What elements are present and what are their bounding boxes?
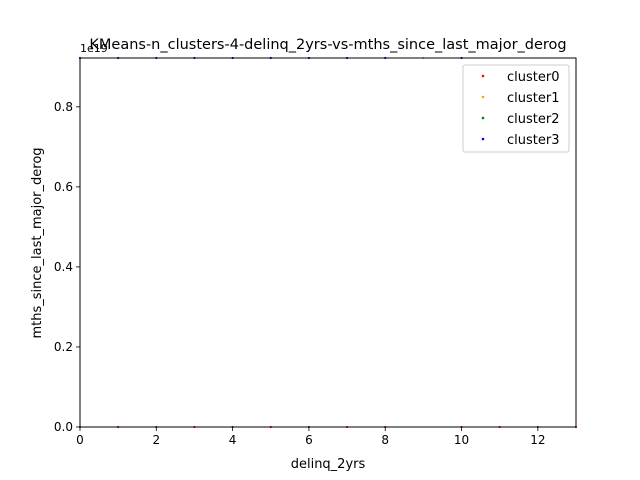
legend-label-cluster1: cluster1 xyxy=(507,91,559,106)
y-tick-label: 0.4 xyxy=(54,260,73,274)
x-tick-label: 2 xyxy=(152,433,160,447)
x-axis: 0 2 4 6 8 10 12 xyxy=(76,427,545,447)
y-tick-label: 0.2 xyxy=(54,340,73,354)
legend-label-cluster0: cluster0 xyxy=(507,70,559,85)
legend-label-cluster3: cluster3 xyxy=(507,133,559,148)
y-tick-label: 0.0 xyxy=(54,420,73,434)
y-tick-label: 0.6 xyxy=(54,180,73,194)
legend-label-cluster2: cluster2 xyxy=(507,112,559,127)
y-axis: 0.0 0.2 0.4 0.6 0.8 xyxy=(54,100,80,434)
x-tick-label: 10 xyxy=(454,433,469,447)
legend-box xyxy=(462,64,570,153)
legend: cluster0 cluster1 cluster2 cluster3 xyxy=(462,64,570,153)
x-tick-label: 8 xyxy=(381,433,389,447)
legend-marker-cluster0 xyxy=(481,74,485,78)
chart-title: KMeans-n_clusters-4-delinq_2yrs-vs-mths_… xyxy=(89,37,566,53)
legend-marker-cluster2 xyxy=(481,116,485,120)
x-tick-label: 4 xyxy=(229,433,237,447)
x-tick-label: 12 xyxy=(530,433,545,447)
x-tick-label: 6 xyxy=(305,433,313,447)
y-axis-label: mths_since_last_major_derog xyxy=(30,147,45,338)
x-axis-label: delinq_2yrs xyxy=(291,457,366,472)
legend-marker-cluster1 xyxy=(481,95,485,99)
x-tick-label: 0 xyxy=(76,433,84,447)
y-tick-label: 0.8 xyxy=(54,100,73,114)
y-offset-text: 1e19 xyxy=(80,42,108,55)
legend-marker-cluster3 xyxy=(481,137,485,141)
plot-frame xyxy=(79,57,577,428)
